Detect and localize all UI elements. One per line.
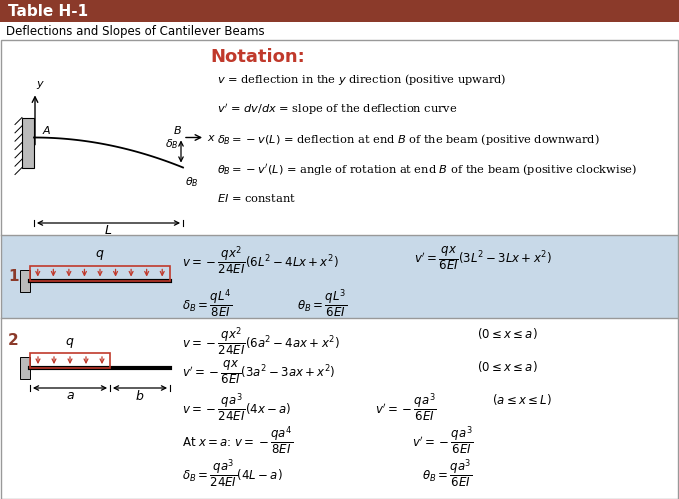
Text: $(0 \leq x \leq a)$: $(0 \leq x \leq a)$ [477,359,538,374]
Text: $v = -\dfrac{qx^2}{24EI}(6a^2 - 4ax + x^2)$: $v = -\dfrac{qx^2}{24EI}(6a^2 - 4ax + x^… [182,326,340,358]
Text: 1: 1 [8,269,18,284]
Text: $\delta_B = \dfrac{qa^3}{24EI}(4L - a)$: $\delta_B = \dfrac{qa^3}{24EI}(4L - a)$ [182,458,282,491]
Text: $\delta_B = -v(L)$ = deflection at end $B$ of the beam (positive downward): $\delta_B = -v(L)$ = deflection at end $… [217,132,600,147]
Text: $q$: $q$ [65,336,75,350]
Text: $A$: $A$ [42,123,52,136]
Text: $L$: $L$ [105,224,113,237]
Text: $v' = -\dfrac{qa^3}{6EI}$: $v' = -\dfrac{qa^3}{6EI}$ [375,392,437,424]
Bar [20,357,30,379]
Bar [0,22,679,40]
Text: $\theta_B = \dfrac{qL^3}{6EI}$: $\theta_B = \dfrac{qL^3}{6EI}$ [297,288,347,320]
Bar [1,318,678,499]
Text: 2: 2 [8,333,19,348]
Bar [1,235,678,318]
Text: $v = -\dfrac{qa^3}{24EI}(4x - a)$: $v = -\dfrac{qa^3}{24EI}(4x - a)$ [182,392,291,424]
Text: $\theta_B = \dfrac{qa^3}{6EI}$: $\theta_B = \dfrac{qa^3}{6EI}$ [422,458,473,491]
Bar [22,117,34,168]
Text: $EI$ = constant: $EI$ = constant [217,192,296,204]
Bar [1,40,678,235]
Text: $(0 \leq x \leq a)$: $(0 \leq x \leq a)$ [477,326,538,341]
Bar [20,269,30,291]
Bar [30,265,170,280]
Text: $(a \leq x \leq L)$: $(a \leq x \leq L)$ [492,392,552,407]
Text: $\theta_B$: $\theta_B$ [185,176,199,189]
Text: $v'$ = $dv/dx$ = slope of the deflection curve: $v'$ = $dv/dx$ = slope of the deflection… [217,102,458,117]
Text: $v' = -\dfrac{qa^3}{6EI}$: $v' = -\dfrac{qa^3}{6EI}$ [412,425,474,457]
Bar [30,353,110,368]
Text: $v' = -\dfrac{qx}{6EI}(3a^2 - 3ax + x^2)$: $v' = -\dfrac{qx}{6EI}(3a^2 - 3ax + x^2)… [182,359,335,386]
Text: Table H-1: Table H-1 [8,3,88,18]
Text: $\theta_B = -v'(L)$ = angle of rotation at end $B$ of the beam (positive clockwi: $\theta_B = -v'(L)$ = angle of rotation … [217,162,637,177]
Text: $\delta_B$: $\delta_B$ [165,138,179,151]
Text: $q$: $q$ [95,249,105,262]
Text: $b$: $b$ [135,389,145,403]
Text: $v' = \dfrac{qx}{6EI}(3L^2 - 3Lx + x^2)$: $v' = \dfrac{qx}{6EI}(3L^2 - 3Lx + x^2)$ [414,245,552,271]
Text: $v = -\dfrac{qx^2}{24EI}(6L^2 - 4Lx + x^2)$: $v = -\dfrac{qx^2}{24EI}(6L^2 - 4Lx + x^… [182,245,339,277]
Text: $\delta_B = \dfrac{qL^4}{8EI}$: $\delta_B = \dfrac{qL^4}{8EI}$ [182,288,232,320]
Text: $x$: $x$ [207,133,216,143]
Text: $B$: $B$ [173,123,182,136]
Text: $y$: $y$ [36,78,45,90]
Text: Deflections and Slopes of Cantilever Beams: Deflections and Slopes of Cantilever Bea… [6,24,265,37]
Text: At $x = a$: $v = -\dfrac{qa^4}{8EI}$: At $x = a$: $v = -\dfrac{qa^4}{8EI}$ [182,425,293,457]
Text: Notation:: Notation: [210,48,305,66]
Bar [0,0,679,22]
Text: $a$: $a$ [66,389,75,402]
Text: $v$ = deflection in the $y$ direction (positive upward): $v$ = deflection in the $y$ direction (p… [217,72,507,87]
